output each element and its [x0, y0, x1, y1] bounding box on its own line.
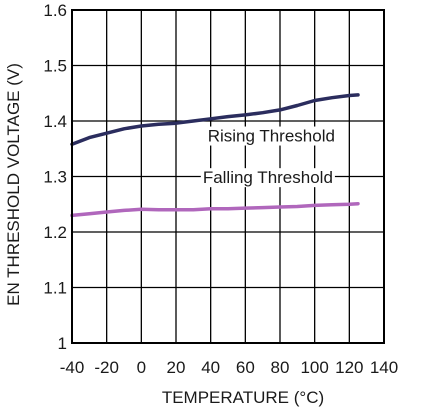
x-tick-label: 40 — [201, 358, 220, 377]
x-tick-labels: -40 -20 0 20 40 60 80 100 120 140 — [60, 358, 398, 377]
annotation-0: Rising Threshold — [208, 127, 335, 146]
y-tick-label: 1 — [58, 334, 67, 353]
y-tick-label: 1.5 — [43, 57, 67, 76]
x-tick-label: 20 — [167, 358, 186, 377]
x-tick-label: 0 — [137, 358, 146, 377]
y-tick-label: 1.3 — [43, 168, 67, 187]
y-tick-label: 1.1 — [43, 279, 67, 298]
x-tick-label: 60 — [236, 358, 255, 377]
y-tick-label: 1.2 — [43, 223, 67, 242]
annotation-1: Falling Threshold — [203, 168, 333, 187]
annotation-bg-1 — [200, 168, 335, 188]
x-tick-label: 100 — [300, 358, 328, 377]
x-tick-label: 140 — [370, 358, 398, 377]
x-axis-label: TEMPERATURE (°C) — [162, 388, 324, 407]
annotation-bg-0 — [205, 126, 337, 146]
annotations: Rising Threshold Falling Threshold — [200, 126, 337, 188]
plot-frame — [71, 9, 385, 344]
x-tick-label: 120 — [335, 358, 363, 377]
x-tick-label: -40 — [60, 358, 85, 377]
x-tick-label: 80 — [271, 358, 290, 377]
x-tick-label: -20 — [94, 358, 119, 377]
series-line-rising-threshold — [70, 93, 360, 147]
y-axis-label: EN THRESHOLD VOLTAGE (V) — [4, 63, 23, 306]
y-tick-label: 1.4 — [43, 112, 67, 131]
series-lines — [70, 93, 360, 218]
series-line-falling-threshold — [70, 201, 360, 218]
y-tick-label: 1.6 — [43, 1, 67, 20]
y-tick-labels: 1 1.1 1.2 1.3 1.4 1.5 1.6 — [43, 1, 67, 353]
